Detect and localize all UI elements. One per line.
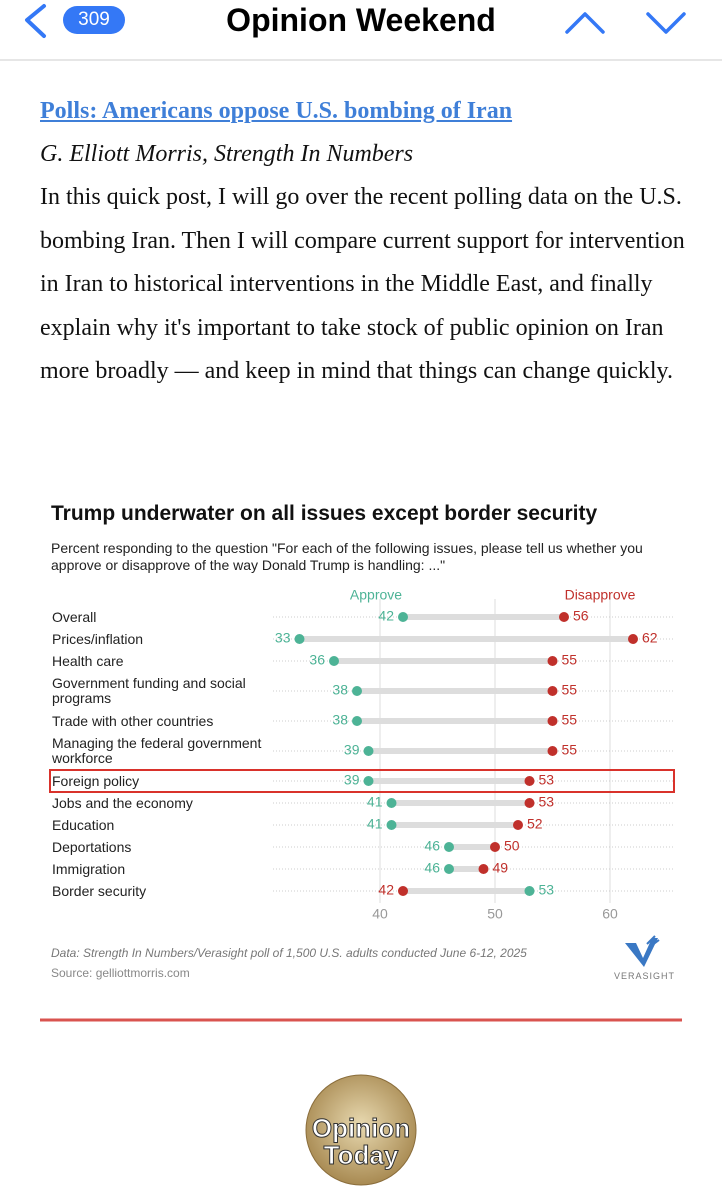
back-button[interactable] (25, 4, 46, 38)
dot (363, 746, 374, 756)
data-label: 33 (275, 630, 291, 646)
data-label: 50 (504, 838, 520, 854)
data-label: 38 (332, 682, 348, 698)
chart-subtitle: Percent responding to the question "For … (51, 540, 643, 573)
category-label: Overall (52, 608, 97, 625)
data-label: 46 (424, 838, 440, 854)
data-label: 36 (309, 652, 325, 668)
x-tick-label: 60 (602, 906, 618, 922)
category-label: Trade with other countries (52, 712, 214, 729)
brand-name: VERASIGHT (614, 971, 676, 981)
data-label: 42 (378, 608, 394, 624)
dot (294, 634, 305, 644)
data-label: 55 (562, 682, 578, 698)
data-label: 41 (367, 794, 383, 810)
header-title: Opinion Weekend (226, 2, 496, 38)
data-label: 52 (527, 816, 543, 832)
x-tick-label: 40 (372, 906, 388, 922)
data-label: 55 (562, 652, 578, 668)
data-label: 53 (539, 882, 555, 898)
dot (398, 886, 408, 896)
prev-button[interactable] (565, 12, 605, 34)
logo-text: Opinion (311, 1113, 411, 1143)
data-label: 62 (642, 630, 658, 646)
data-label: 38 (332, 712, 348, 728)
dot (363, 776, 374, 786)
dot (628, 634, 638, 644)
dot (444, 864, 454, 874)
dot (386, 820, 397, 830)
dot (524, 798, 535, 808)
category-label: Deportations (52, 838, 132, 855)
category-label: Managing the federal government workforc… (52, 735, 262, 766)
category-label: Education (52, 816, 115, 833)
dot (547, 656, 558, 666)
category-label: Border security (52, 882, 147, 899)
dot (398, 612, 408, 622)
body-text: In this quick post, I will go over the r… (40, 184, 685, 384)
category-label: Immigration (52, 860, 126, 877)
verasight-logo (625, 935, 660, 967)
chart-source: Source: gelliottmorris.com (51, 966, 190, 980)
dot (559, 612, 569, 622)
chart-title: Trump underwater on all issues except bo… (51, 502, 598, 525)
dot (547, 746, 558, 756)
dot (329, 656, 339, 666)
unread-badge: 309 (63, 6, 125, 34)
data-label: 42 (378, 882, 394, 898)
headline[interactable]: Polls: Americans oppose U.S. bombing of … (40, 98, 513, 124)
data-label: 39 (344, 742, 360, 758)
data-label: 53 (539, 772, 555, 788)
dot (352, 716, 362, 726)
data-label: 55 (562, 742, 578, 758)
category-label: Government funding and social programs (52, 675, 246, 706)
dot (513, 820, 523, 830)
x-tick-label: 50 (487, 906, 503, 922)
dot (524, 886, 535, 896)
article: Polls: Americans oppose U.S. bombing of … (40, 94, 690, 394)
dot (490, 842, 500, 852)
logo-text: Today (323, 1140, 399, 1170)
logo-badge (305, 1074, 417, 1186)
dot (547, 686, 558, 696)
data-label: 46 (424, 860, 440, 876)
dot (547, 716, 558, 726)
category-label: Prices/inflation (52, 630, 144, 647)
dot (352, 686, 362, 696)
category-label: Jobs and the economy (52, 794, 193, 811)
dot (524, 776, 535, 786)
data-label: 39 (344, 772, 360, 788)
dot (478, 864, 489, 874)
data-label: 56 (573, 608, 589, 624)
data-label: 41 (367, 816, 383, 832)
category-label: Foreign policy (52, 772, 140, 789)
chart-note: Data: Strength In Numbers/Verasight poll… (51, 946, 527, 960)
highlight-box (49, 769, 675, 793)
byline: G. Elliott Morris, Strength In Numbers (40, 141, 414, 167)
data-label: 55 (562, 712, 578, 728)
legend-label: Disapprove (565, 587, 636, 603)
legend-label: Approve (350, 587, 402, 603)
category-label: Health care (52, 652, 124, 669)
dot (444, 842, 454, 852)
data-label: 53 (539, 794, 555, 810)
data-label: 49 (493, 860, 509, 876)
dot (386, 798, 397, 808)
next-button[interactable] (646, 12, 686, 34)
